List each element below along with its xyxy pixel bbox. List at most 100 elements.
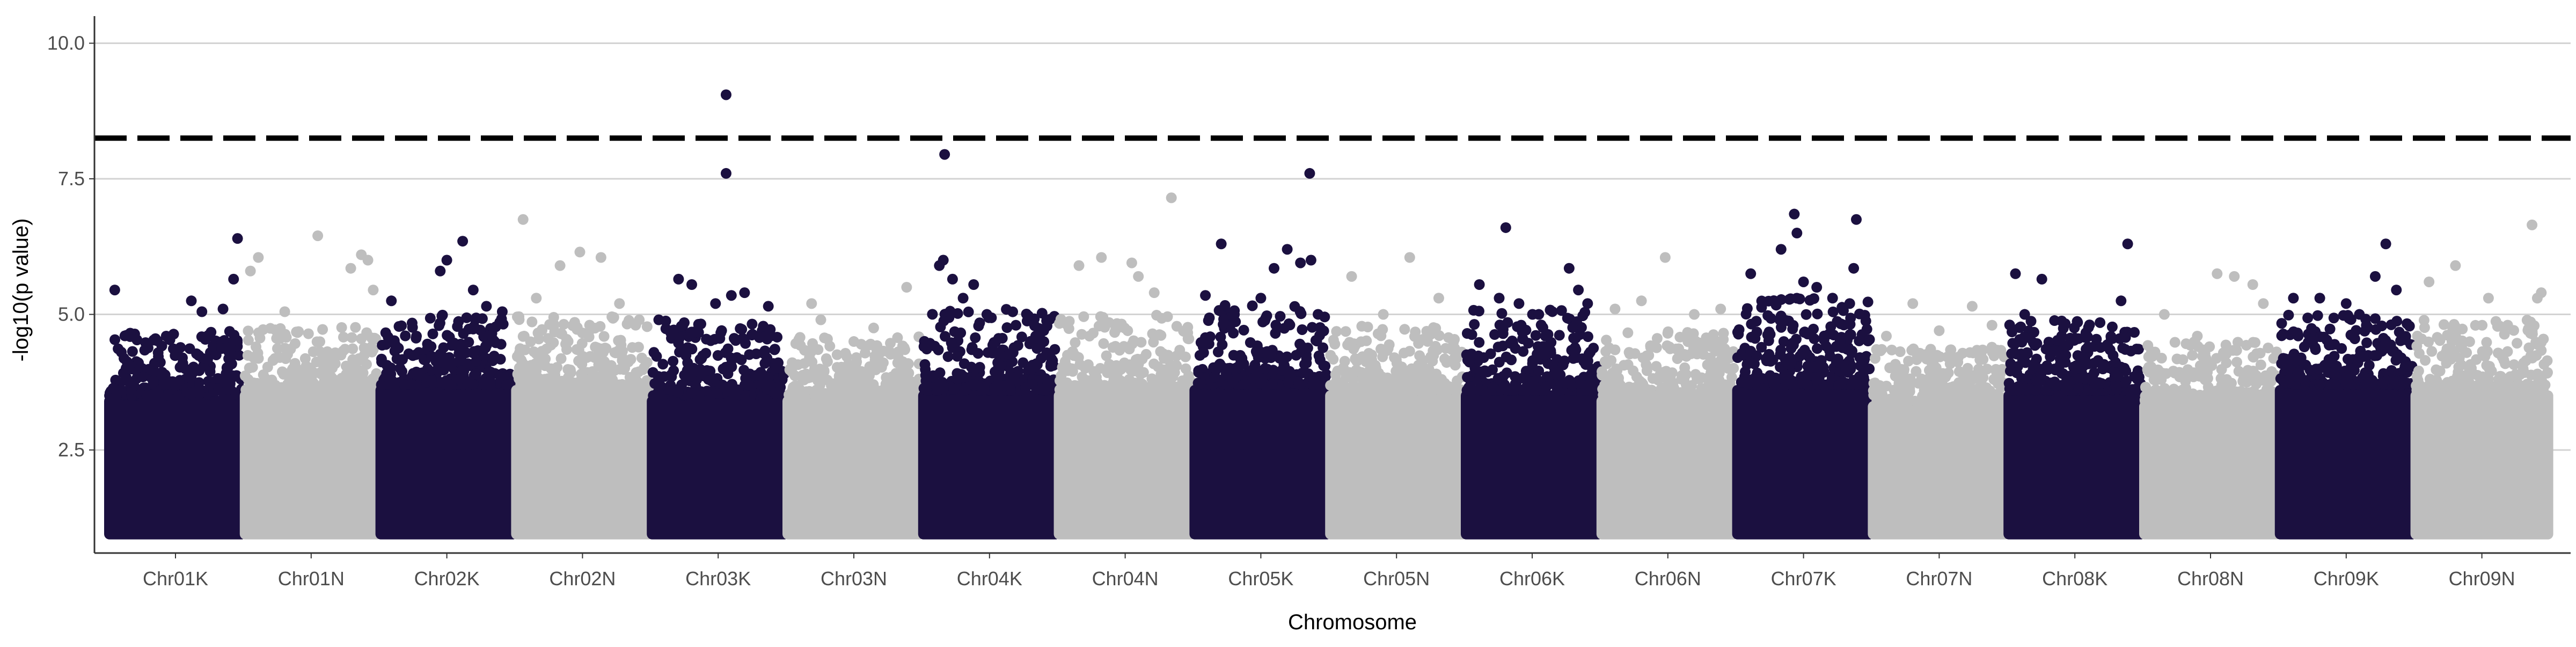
point [1419, 377, 1431, 388]
point-hit [673, 273, 684, 285]
point [744, 349, 755, 360]
point [758, 347, 769, 359]
point-hit [739, 287, 750, 299]
point [125, 328, 136, 339]
point [411, 349, 422, 360]
point [2358, 351, 2369, 362]
point [747, 318, 758, 330]
point [274, 352, 286, 363]
point [963, 306, 974, 317]
point [701, 365, 713, 376]
point [1854, 335, 1865, 346]
point [946, 337, 957, 348]
point [1840, 364, 1851, 375]
point-hit [1378, 309, 1389, 320]
point [2307, 335, 2318, 346]
point [2411, 380, 2422, 391]
label-layer: Chromosome -log10(p value) Chr01K Chr01N C… [9, 219, 2515, 634]
point [797, 369, 808, 381]
point [434, 320, 445, 331]
point [1682, 336, 1694, 347]
point [847, 385, 859, 396]
point [2169, 367, 2180, 379]
point-hit [2391, 285, 2402, 296]
point [1487, 382, 1498, 393]
point [2506, 384, 2517, 396]
series-Chr02K [375, 236, 518, 540]
point [2022, 347, 2033, 358]
x-tick-label: Chr02N [549, 568, 616, 590]
point [1845, 329, 1856, 340]
point-hit [939, 149, 950, 160]
point [315, 384, 326, 396]
point [1981, 382, 1992, 394]
point [1995, 345, 2007, 356]
point [1153, 384, 1164, 396]
point [871, 344, 882, 355]
point [584, 319, 595, 331]
point [1568, 353, 1579, 364]
point [686, 344, 698, 355]
point [259, 380, 270, 391]
point [2420, 355, 2431, 366]
x-tick-label: Chr08N [2177, 568, 2244, 590]
point [526, 316, 538, 328]
point [2062, 340, 2074, 351]
point [1077, 371, 1088, 382]
point [1756, 341, 1767, 353]
point [1430, 340, 1441, 352]
point-hit [1798, 276, 1809, 287]
point [1951, 383, 1963, 394]
point [2233, 366, 2244, 377]
point [1885, 393, 1896, 404]
point [2470, 319, 2481, 331]
point [903, 367, 914, 379]
point [1274, 353, 1285, 364]
point [376, 379, 387, 390]
point [1133, 358, 1144, 369]
series-Chr02N [511, 214, 654, 540]
point [1860, 315, 1871, 326]
point [2142, 364, 2153, 375]
point-hit [245, 265, 256, 277]
point [1946, 353, 1958, 364]
point [2226, 377, 2237, 389]
point [1588, 343, 1599, 354]
point [2185, 340, 2196, 351]
point [1466, 348, 1477, 360]
point [1532, 384, 1543, 396]
point [1215, 331, 1226, 343]
point [162, 389, 173, 401]
point [2325, 379, 2336, 390]
point [1133, 367, 1145, 378]
point [490, 337, 501, 348]
point [1087, 383, 1098, 395]
point [1746, 318, 1757, 330]
point [2194, 395, 2205, 406]
point [1260, 363, 1271, 374]
point [1988, 374, 2000, 385]
point [1366, 354, 1377, 366]
point [1931, 382, 1942, 394]
point [2285, 329, 2296, 340]
point [1497, 340, 1509, 352]
point [180, 363, 191, 374]
point [1512, 321, 1523, 332]
point [1854, 371, 1865, 382]
point [1357, 351, 1368, 362]
point [1779, 369, 1790, 380]
point [833, 370, 845, 382]
point [876, 362, 887, 373]
point [1956, 393, 1967, 404]
point-hit [2116, 295, 2127, 307]
point [919, 359, 931, 370]
point-band [782, 396, 925, 540]
point [697, 350, 708, 361]
point [2306, 323, 2317, 334]
point [1769, 379, 1780, 390]
point [1452, 375, 1463, 387]
point [811, 384, 822, 396]
point [603, 373, 614, 384]
point-hit [2192, 330, 2203, 341]
point [2009, 347, 2020, 358]
